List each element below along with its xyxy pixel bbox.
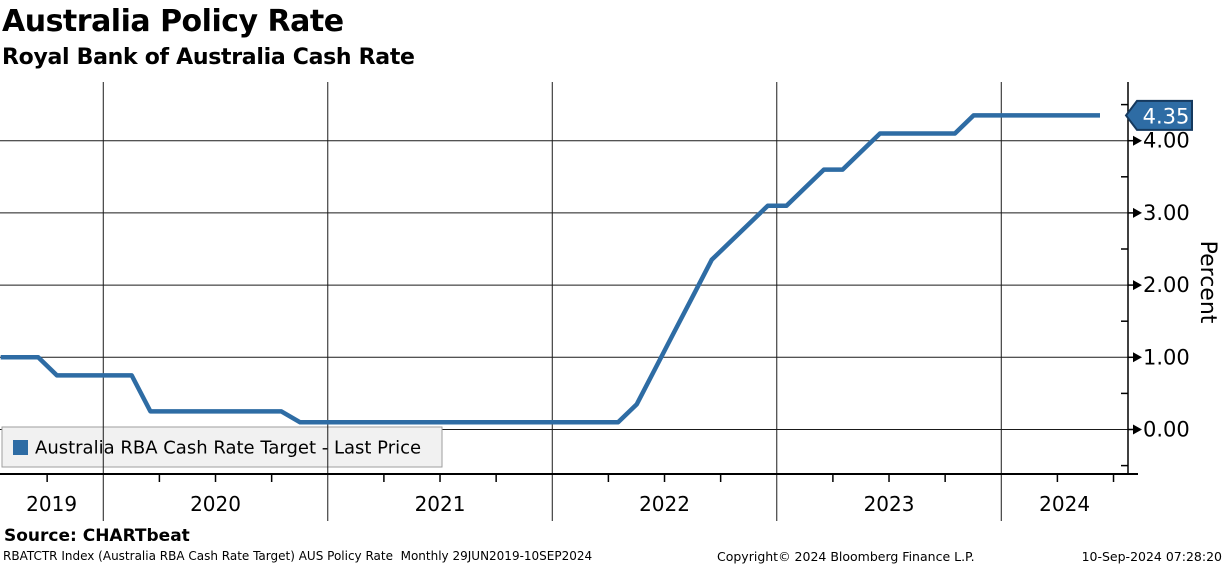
x-year-label: 2020 <box>190 492 241 516</box>
y-axis-title: Percent <box>1195 241 1220 324</box>
footer-timestamp: 10-Sep-2024 07:28:20 <box>1081 549 1222 564</box>
x-year-label: 2024 <box>1039 492 1090 516</box>
source-label: Source: CHARTbeat <box>4 526 190 546</box>
footer-copyright: Copyright© 2024 Bloomberg Finance L.P. <box>717 549 975 564</box>
page-subtitle: Royal Bank of Australia Cash Rate <box>2 45 415 70</box>
last-price-flag <box>1124 99 1193 131</box>
y-tick-label: 2.00 <box>1143 273 1190 297</box>
last-price-label: 4.35 <box>1143 104 1190 128</box>
page-title: Australia Policy Rate <box>2 4 344 39</box>
y-tick-arrow <box>1133 135 1142 146</box>
x-year-label: 2023 <box>864 492 915 516</box>
y-tick-label: 0.00 <box>1143 418 1190 442</box>
x-year-label: 2019 <box>26 492 77 516</box>
rate-line <box>0 113 1100 425</box>
y-tick-label: 1.00 <box>1143 345 1190 369</box>
x-year-label: 2021 <box>415 492 466 516</box>
y-tick-arrow <box>1133 207 1142 218</box>
y-tick-arrow <box>1133 280 1142 291</box>
legend-label: Australia RBA Cash Rate Target - Last Pr… <box>35 438 421 459</box>
legend-marker <box>13 440 28 455</box>
y-tick-arrow <box>1133 424 1142 435</box>
y-tick-label: 4.00 <box>1143 129 1190 153</box>
legend-box <box>1 426 443 468</box>
x-year-label: 2022 <box>639 492 690 516</box>
footer-index-description: RBATCTR Index (Australia RBA Cash Rate T… <box>3 549 593 563</box>
y-tick-label: 3.00 <box>1143 201 1190 225</box>
y-tick-arrow <box>1133 352 1142 363</box>
